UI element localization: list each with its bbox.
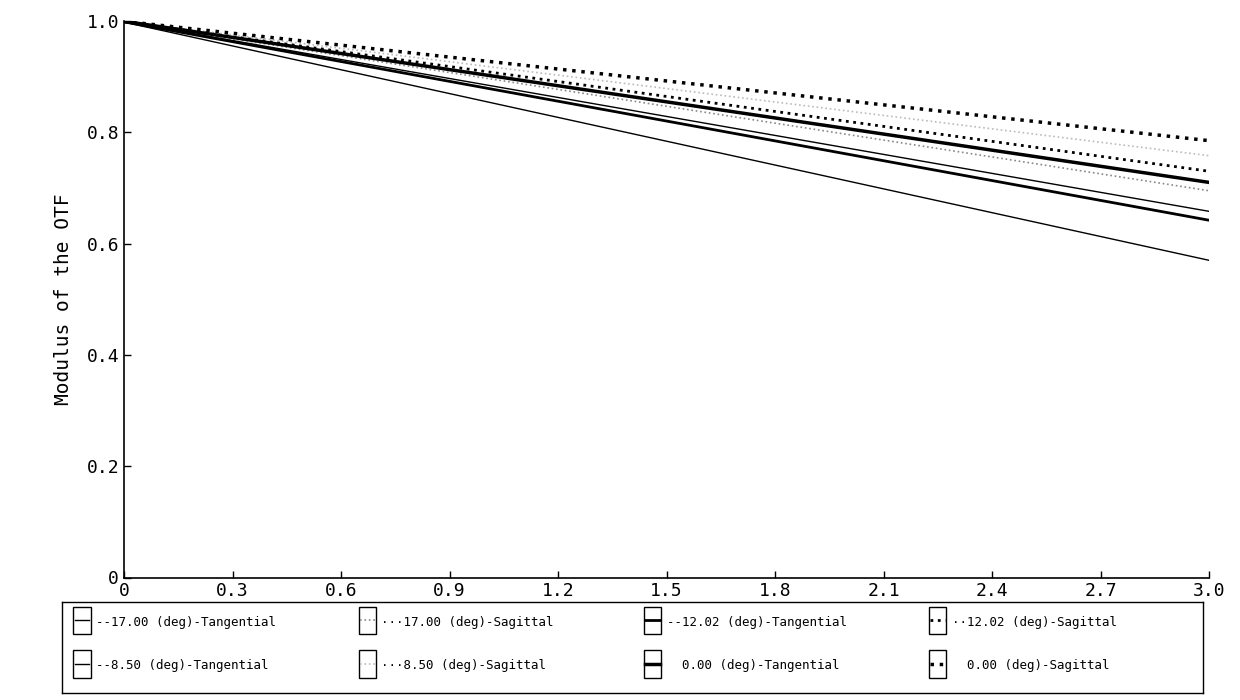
Text: ··12.02 (deg)-Sagittal: ··12.02 (deg)-Sagittal [952, 615, 1117, 629]
Bar [644, 650, 661, 678]
Bar [73, 606, 91, 634]
Bar [929, 650, 946, 678]
X-axis label: Angular Frequency in cycles per mr: Angular Frequency in cycles per mr [466, 612, 867, 631]
Y-axis label: Modulus of the OTF: Modulus of the OTF [53, 193, 73, 405]
Text: 0.00 (deg)-Tangential: 0.00 (deg)-Tangential [667, 659, 839, 672]
Text: --8.50 (deg)-Tangential: --8.50 (deg)-Tangential [97, 659, 269, 672]
Text: --17.00 (deg)-Tangential: --17.00 (deg)-Tangential [97, 615, 277, 629]
Text: 0.00 (deg)-Sagittal: 0.00 (deg)-Sagittal [952, 659, 1110, 672]
Bar [358, 606, 376, 634]
Bar [358, 650, 376, 678]
Bar [73, 650, 91, 678]
Bar [644, 606, 661, 634]
Text: ···8.50 (deg)-Sagittal: ···8.50 (deg)-Sagittal [382, 659, 547, 672]
Text: --12.02 (deg)-Tangential: --12.02 (deg)-Tangential [667, 615, 847, 629]
Bar [929, 606, 946, 634]
Text: ···17.00 (deg)-Sagittal: ···17.00 (deg)-Sagittal [382, 615, 554, 629]
